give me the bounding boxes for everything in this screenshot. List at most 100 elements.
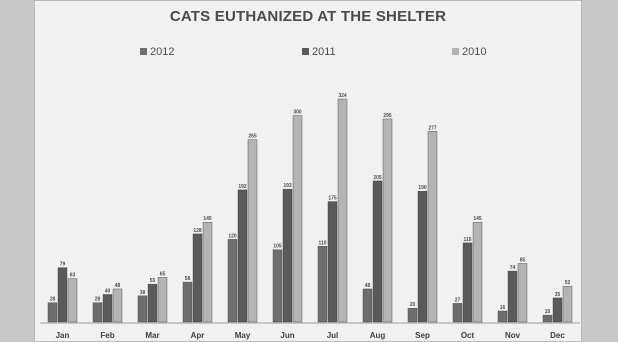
data-label-2011-Mar: 55	[150, 278, 156, 284]
data-label-2010-Jun: 300	[293, 110, 302, 116]
bar-2010-Jun	[292, 115, 303, 323]
data-label-2011-May: 192	[238, 184, 247, 190]
bar-2010-Nov	[517, 263, 528, 323]
data-label-2010-Dec: 52	[565, 280, 571, 286]
x-tick-Sep: Sep	[415, 331, 430, 340]
bar-2011-Jul	[327, 201, 338, 323]
bar-2011-Nov	[507, 270, 518, 323]
data-label-2012-Feb: 28	[95, 297, 101, 303]
legend-label-2010: 2010	[462, 46, 486, 58]
data-label-2011-Aug: 205	[373, 175, 382, 181]
data-label-2012-Mar: 38	[140, 290, 146, 296]
bar-2010-Mar	[157, 277, 168, 323]
data-label-2010-Jul: 324	[338, 93, 347, 99]
data-label-2012-Sep: 20	[410, 302, 416, 308]
data-label-2010-Jan: 63	[70, 273, 76, 279]
bar-2012-Jan	[47, 302, 58, 323]
bar-2011-Aug	[372, 180, 383, 323]
bar-2012-Oct	[452, 303, 463, 323]
bar-2010-Jul	[337, 98, 348, 323]
legend-item-2011: 2011	[302, 46, 336, 58]
bar-2012-Nov	[497, 310, 508, 323]
bar-2010-Dec	[562, 286, 573, 323]
bar-2010-Jan	[67, 278, 78, 323]
data-label-2011-Oct: 115	[463, 237, 471, 243]
data-label-2011-Sep: 190	[418, 185, 427, 191]
bar-2010-Apr	[202, 222, 213, 323]
bar-2011-Jan	[57, 267, 68, 323]
data-label-2012-Apr: 58	[185, 276, 191, 282]
bar-2012-Jun	[272, 249, 283, 323]
bar-2010-Oct	[472, 222, 483, 323]
bar-2011-Oct	[462, 242, 473, 323]
bar-2012-Aug	[362, 288, 373, 323]
bar-2010-Sep	[427, 131, 438, 323]
bar-2011-Sep	[417, 191, 428, 323]
x-tick-Dec: Dec	[550, 331, 565, 340]
x-tick-Jun: Jun	[280, 331, 294, 340]
x-tick-May: May	[235, 331, 251, 340]
bar-2010-May	[247, 139, 258, 323]
legend-label-2011: 2011	[312, 46, 336, 58]
data-label-2012-Dec: 10	[545, 309, 551, 315]
x-tick-Aug: Aug	[370, 331, 386, 340]
data-label-2012-Oct: 27	[455, 297, 461, 303]
legend-item-2012: 2012	[140, 46, 174, 58]
data-label-2012-Jan: 28	[50, 297, 56, 303]
legend-swatch-2012	[140, 48, 147, 55]
bar-2010-Aug	[382, 118, 393, 323]
data-label-2012-Nov: 16	[500, 305, 506, 311]
data-label-2010-Nov: 85	[520, 258, 526, 264]
chart-frame: CATS EUTHANIZED AT THE SHELTER 2012 2011 2…	[34, 0, 582, 342]
data-label-2010-May: 265	[248, 134, 257, 140]
x-tick-Mar: Mar	[145, 331, 159, 340]
data-label-2012-May: 120	[228, 233, 237, 239]
bar-2012-Sep	[407, 308, 418, 323]
bar-2011-May	[237, 189, 248, 323]
legend-label-2012: 2012	[150, 46, 174, 58]
x-tick-Nov: Nov	[505, 331, 521, 340]
bar-2011-Feb	[102, 294, 113, 323]
bar-2012-Mar	[137, 295, 148, 323]
data-label-2010-Aug: 295	[383, 113, 392, 119]
x-tick-Apr: Apr	[191, 331, 205, 340]
legend-swatch-2010	[452, 48, 459, 55]
data-label-2011-Feb: 40	[105, 288, 111, 294]
x-tick-Jan: Jan	[56, 331, 70, 340]
data-label-2010-Oct: 145	[473, 216, 482, 222]
bar-2010-Feb	[112, 288, 123, 323]
data-label-2011-Jan: 79	[60, 262, 66, 268]
bar-2012-Feb	[92, 302, 103, 323]
x-tick-Jul: Jul	[327, 331, 339, 340]
bar-2011-Apr	[192, 233, 203, 323]
bar-2012-Jul	[317, 246, 328, 323]
data-label-2010-Apr: 145	[203, 216, 212, 222]
data-label-2010-Mar: 65	[160, 271, 166, 277]
data-label-2011-Apr: 128	[193, 228, 202, 234]
bar-2012-Dec	[542, 314, 553, 323]
x-tick-Feb: Feb	[100, 331, 114, 340]
legend-item-2010: 2010	[452, 46, 486, 58]
bar-2011-Jun	[282, 188, 293, 323]
chart-svg: CATS EUTHANIZED AT THE SHELTER 2012 2011 2…	[40, 8, 580, 340]
data-label-2011-Dec: 35	[555, 292, 561, 298]
x-tick-Oct: Oct	[461, 331, 475, 340]
bar-2012-May	[227, 239, 238, 323]
data-label-2011-Jun: 193	[283, 183, 292, 189]
bar-2011-Dec	[552, 297, 563, 323]
data-label-2010-Feb: 48	[115, 283, 121, 289]
data-label-2011-Nov: 74	[510, 265, 516, 271]
bar-2012-Apr	[182, 281, 193, 323]
x-tick-labels: Jan Feb Mar Apr May Jun Jul Aug Sep Oct Nov Dec	[56, 331, 566, 340]
data-label-2012-Jun: 105	[273, 244, 282, 250]
bars-layer	[47, 98, 573, 323]
legend-swatch-2011	[302, 48, 309, 55]
legend: 2012 2011 2010	[140, 46, 486, 58]
data-label-2012-Jul: 110	[318, 240, 326, 246]
chart-title: CATS EUTHANIZED AT THE SHELTER	[170, 8, 446, 25]
bar-2011-Mar	[147, 283, 158, 323]
data-label-2012-Aug: 48	[365, 283, 371, 289]
data-label-2010-Sep: 277	[428, 125, 437, 131]
data-label-2011-Jul: 175	[328, 196, 337, 202]
data-labels-layer: 2879632840483855655812814512019226510519…	[50, 93, 571, 315]
